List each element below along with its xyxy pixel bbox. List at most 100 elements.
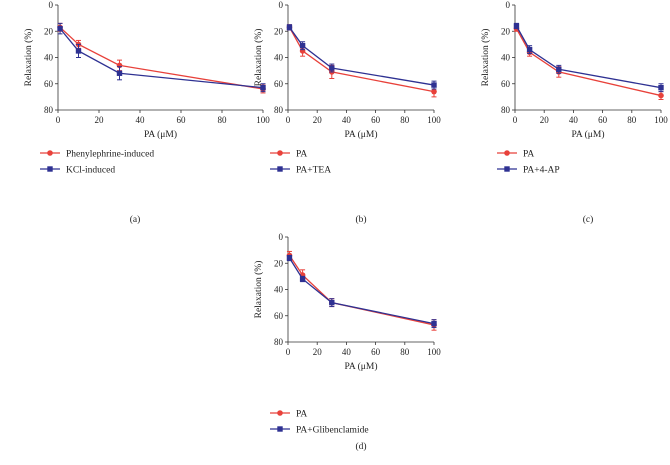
x-tick-label: 20 [313,115,323,125]
panel-label: (d) [355,441,366,452]
x-tick-label: 100 [654,115,668,125]
data-point [658,92,664,99]
x-tick-label: 60 [598,115,608,125]
data-point [329,299,335,306]
series-line [288,255,435,326]
data-point [299,276,306,282]
y-tick-label: 40 [274,53,284,63]
y-tick-label: 0 [279,0,284,10]
data-point [431,82,437,88]
data-point [286,255,293,261]
data-point [299,42,306,49]
data-point [526,46,533,53]
series-1 [286,24,437,98]
data-point [286,24,293,31]
legend-entry: Phenylephrine-induced [40,150,154,160]
y-tick-label: 80 [501,105,511,115]
panel-label: (c) [583,214,594,225]
panel-label: (b) [355,214,366,225]
legend-label: PA [296,150,307,160]
x-tick-label: 0 [286,115,291,125]
legend-label: PA+TEA [296,166,331,176]
y-tick-label: 40 [501,53,511,63]
y-tick-label: 0 [506,0,511,10]
x-tick-label: 40 [569,115,579,125]
legend-label: Phenylephrine-induced [66,150,154,160]
panel-label: (a) [130,214,141,225]
series-1 [286,250,437,331]
series-1 [513,25,664,100]
series-2 [286,24,437,90]
x-tick-label: 100 [256,115,270,125]
legend-entry: KCl-induced [40,166,115,176]
series-line [288,257,435,325]
series-line [288,26,435,93]
y-axis-label: Relaxation (%) [23,29,34,87]
x-tick-label: 40 [342,347,352,357]
x-axis-label: PA (μM) [572,129,605,140]
series-2 [513,22,664,93]
legend-marker [277,150,283,156]
legend-marker [47,166,53,172]
y-tick-label: 60 [274,79,284,89]
data-point [513,23,520,29]
x-tick-label: 80 [400,115,410,125]
series-line [515,25,662,89]
data-point [658,84,664,91]
data-point [431,320,437,327]
x-tick-label: 60 [177,115,187,125]
x-tick-label: 0 [286,347,291,357]
x-tick-label: 0 [513,115,518,125]
series-line [288,26,435,86]
y-tick-label: 80 [44,105,54,115]
y-tick-label: 60 [274,311,284,321]
y-axis-label: Relaxation (%) [253,261,264,319]
y-tick-label: 40 [274,285,284,295]
y-tick-label: 80 [274,337,284,347]
data-point [556,66,562,73]
y-tick-label: 20 [274,258,284,268]
legend-marker [504,166,510,172]
y-tick-label: 20 [274,26,284,36]
legend-entry: PA [270,410,307,420]
y-tick-label: 60 [44,79,54,89]
legend-marker [277,426,283,432]
data-point [431,88,437,95]
legend-label: KCl-induced [66,166,115,176]
data-point [260,84,266,91]
series-2 [286,254,437,329]
data-point [116,70,123,76]
x-tick-label: 80 [218,115,228,125]
data-point [57,25,63,32]
legend-marker [277,410,283,416]
x-tick-label: 80 [627,115,637,125]
series-1 [57,22,266,94]
x-axis-label: PA (μM) [345,361,378,372]
x-tick-label: 60 [371,115,381,125]
legend-entry: PA+4-AP [497,166,560,176]
legend-marker [504,150,510,156]
x-tick-label: 20 [540,115,550,125]
legend-label: PA [296,410,307,420]
series-line [59,28,264,89]
x-tick-label: 100 [427,347,441,357]
x-tick-label: 40 [136,115,146,125]
data-point [329,65,335,71]
x-tick-label: 80 [400,347,410,357]
y-tick-label: 80 [274,105,284,115]
x-tick-label: 40 [342,115,352,125]
y-axis-label: Relaxation (%) [480,29,491,87]
x-tick-label: 100 [427,115,441,125]
legend-entry: PA+Glibenclamide [270,426,369,436]
y-tick-label: 20 [44,26,54,36]
y-tick-label: 60 [501,79,511,89]
series-line [59,26,264,90]
x-tick-label: 20 [313,347,323,357]
legend-label: PA+4-AP [523,166,560,176]
y-axis-label: Relaxation (%) [253,29,264,87]
legend-entry: PA+TEA [270,166,331,176]
